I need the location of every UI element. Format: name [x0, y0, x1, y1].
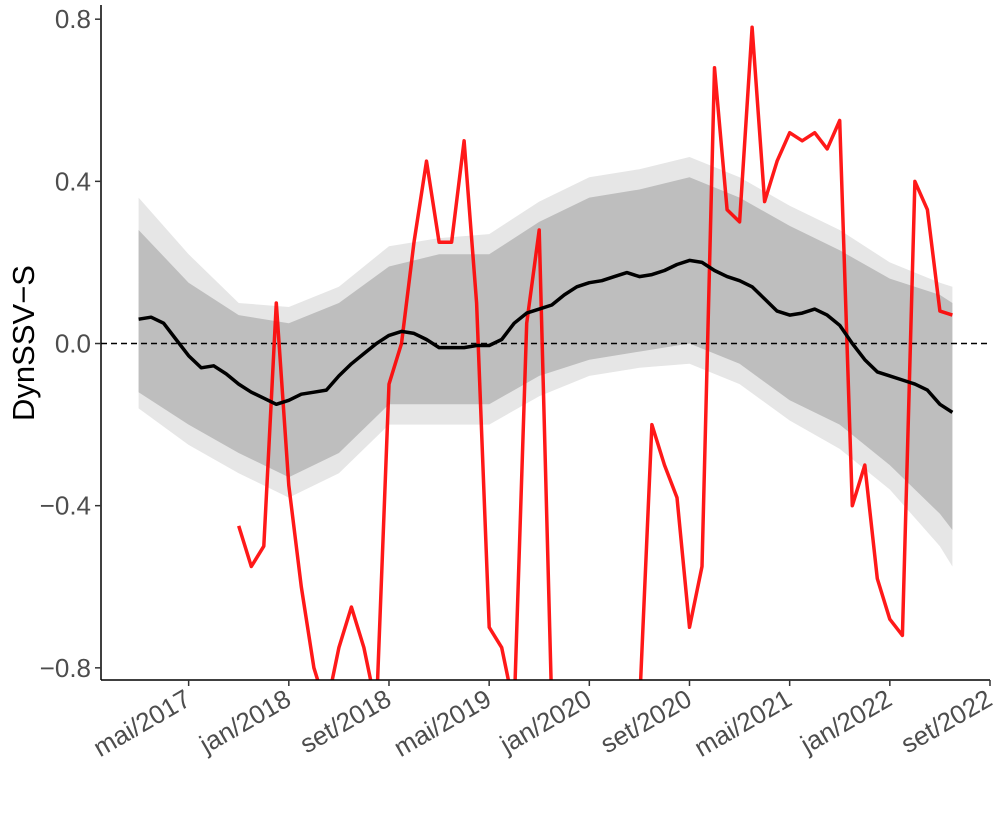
x-tick-label: jan/2022 [795, 683, 897, 759]
series-line [138, 258, 954, 414]
y-tick-label: 0.0 [55, 329, 91, 359]
y-tick-label: 0.8 [55, 4, 91, 34]
y-axis-title: DynSSV−S [6, 265, 41, 421]
confidence-band [138, 177, 953, 531]
series-line [237, 25, 953, 680]
y-tick-label: −0.4 [40, 491, 91, 521]
x-tick-label: mai/2021 [689, 683, 797, 762]
x-tick-label: mai/2019 [389, 683, 497, 762]
plot-area [101, 25, 990, 680]
x-tick-label: set/2022 [896, 683, 997, 759]
y-tick-label: −0.8 [40, 653, 91, 683]
x-tick-label: jan/2018 [194, 683, 296, 759]
y-tick-label: 0.4 [55, 166, 91, 196]
x-tick-label: jan/2020 [494, 683, 596, 759]
x-tick-label: set/2018 [295, 683, 396, 759]
x-tick-label: set/2020 [595, 683, 696, 759]
x-tick-label: mai/2017 [88, 683, 196, 762]
